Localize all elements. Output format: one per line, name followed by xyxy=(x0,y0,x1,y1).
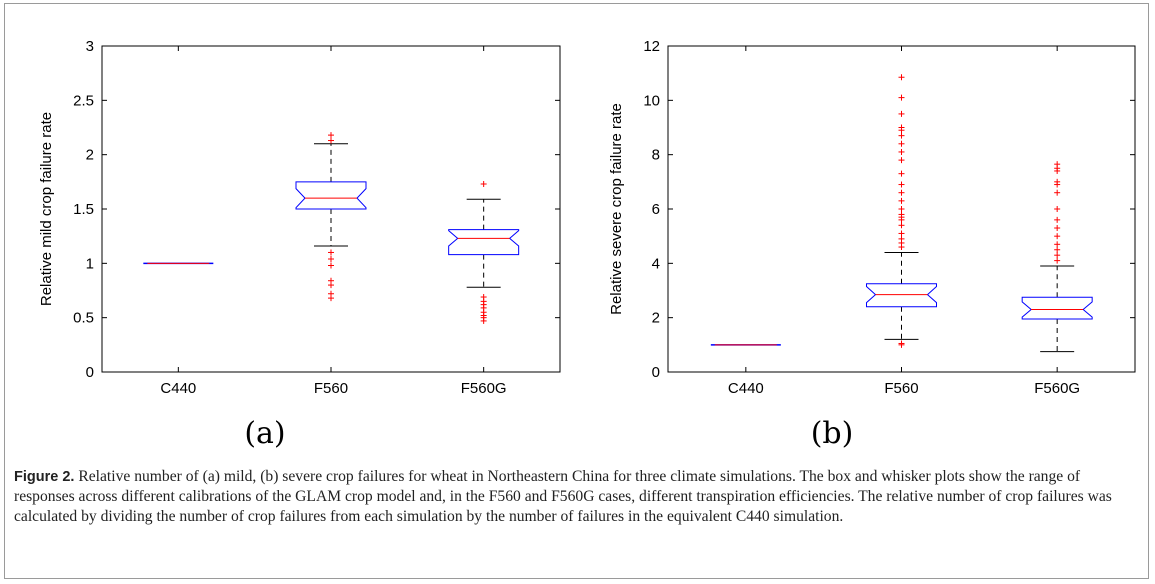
outlier-point xyxy=(898,74,905,81)
y-tick-label: 3 xyxy=(86,38,94,55)
x-tick-label-f560g: F560G xyxy=(461,380,507,397)
box-f560g xyxy=(448,181,520,324)
outlier-point xyxy=(1054,216,1061,223)
y-tick-label: 6 xyxy=(652,201,660,218)
y-tick-label: 4 xyxy=(652,255,660,272)
y-axis-label: Relative mild crop failure rate xyxy=(38,112,55,306)
x-tick-label-f560: F560 xyxy=(884,380,918,397)
x-tick-label-f560g: F560G xyxy=(1034,380,1080,397)
outlier-point xyxy=(898,140,905,147)
outlier-point xyxy=(328,137,334,144)
outlier-point xyxy=(898,181,905,188)
outlier-point xyxy=(898,94,905,101)
y-tick-label: 0.5 xyxy=(73,310,94,327)
box-body xyxy=(295,181,367,210)
y-axis-label: Relative severe crop failure rate xyxy=(608,103,625,315)
outlier-point xyxy=(898,132,905,139)
outlier-point xyxy=(898,244,905,251)
caption-text: Relative number of (a) mild, (b) severe … xyxy=(14,468,1112,525)
outlier-point xyxy=(480,181,487,188)
chart-panel-a: 0 0.5 1 1.5 2 2.5 3 Relative mild crop failure … xyxy=(38,38,561,451)
outlier-point xyxy=(1054,181,1061,188)
box-f560g xyxy=(1021,161,1093,353)
outlier-point xyxy=(898,148,905,155)
figure-caption: Figure 2. Relative number of (a) mild, (… xyxy=(14,467,1139,527)
outlier-point xyxy=(328,249,334,256)
y-tick-label: 10 xyxy=(643,92,660,109)
outlier-point xyxy=(898,206,905,212)
outlier-point xyxy=(328,262,334,269)
outlier-point xyxy=(1054,246,1061,253)
box-f560 xyxy=(866,74,937,348)
box-body xyxy=(1021,296,1093,320)
outlier-point xyxy=(1054,257,1061,264)
box-f560 xyxy=(295,132,367,302)
box-body xyxy=(448,229,520,256)
outlier-point xyxy=(898,157,905,164)
outlier-point xyxy=(898,341,905,348)
y-tick-label: 2 xyxy=(86,147,94,164)
outlier-point xyxy=(898,222,905,229)
outlier-point xyxy=(1054,241,1061,248)
x-tick-label-f560: F560 xyxy=(314,380,348,397)
outlier-point xyxy=(1054,167,1061,174)
panel-label: (b) xyxy=(811,416,854,451)
outlier-point xyxy=(1054,233,1061,240)
outlier-point xyxy=(328,132,334,139)
outlier-point xyxy=(1054,189,1061,196)
outlier-point xyxy=(328,282,334,289)
outlier-point xyxy=(1054,206,1061,212)
box-body xyxy=(866,283,937,308)
outlier-point xyxy=(898,110,905,117)
outlier-point xyxy=(898,189,905,196)
caption-label: Figure 2. xyxy=(14,469,75,485)
panel-label: (a) xyxy=(244,416,285,451)
y-tick-label: 1.5 xyxy=(73,201,94,218)
outlier-point xyxy=(1054,252,1061,259)
outlier-point xyxy=(898,127,905,134)
outlier-point xyxy=(898,230,905,237)
outlier-point xyxy=(328,255,334,262)
outlier-point xyxy=(328,295,334,302)
outlier-point xyxy=(1054,225,1061,232)
outlier-point xyxy=(898,170,905,177)
outlier-point xyxy=(480,317,487,324)
y-tick-label: 8 xyxy=(652,147,660,164)
chart-panel-b: 0 2 4 6 8 10 12 Relative severe crop failure ra… xyxy=(608,38,1136,451)
y-tick-label: 1 xyxy=(86,255,94,272)
outlier-point xyxy=(898,216,905,223)
figure-frame xyxy=(4,3,1149,579)
y-tick-label: 12 xyxy=(643,38,660,55)
y-tick-label: 2 xyxy=(652,310,660,327)
y-tick-label: 0 xyxy=(86,364,94,381)
x-tick-label-c440: C440 xyxy=(160,380,196,397)
y-tick-label: 2.5 xyxy=(73,92,94,109)
y-tick-label: 0 xyxy=(652,364,660,381)
outlier-point xyxy=(898,197,905,204)
x-tick-label-c440: C440 xyxy=(728,380,764,397)
